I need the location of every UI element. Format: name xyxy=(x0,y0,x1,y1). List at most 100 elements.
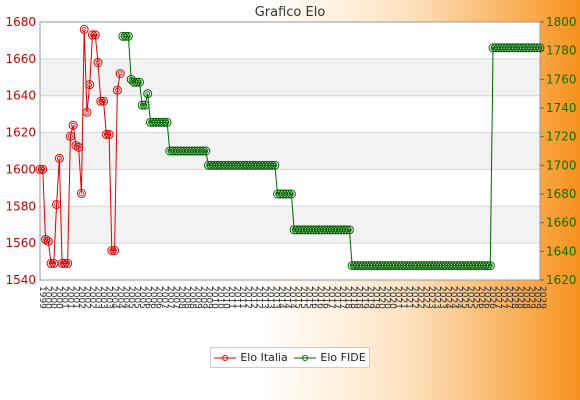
right-axis-ticks: 1620 1640 1660 1680 1700 1720 1740 1760 1780 1800 xyxy=(540,15,577,287)
x-tick-label: 2011 xyxy=(237,286,247,309)
data-point-inner xyxy=(142,102,148,108)
x-tick-label: 2022 xyxy=(409,286,419,309)
x-tick-label: 2011 xyxy=(231,286,241,309)
x-tick-label: 2011 xyxy=(226,286,236,309)
x-tick-label: 2000 xyxy=(43,286,53,309)
data-point xyxy=(52,199,62,209)
data-point xyxy=(57,258,67,268)
left-tick-label: 1580 xyxy=(5,199,36,213)
chart-title: Grafico Elo xyxy=(255,5,326,20)
x-tick-label: 2016 xyxy=(309,286,319,309)
x-tick-label: 2009 xyxy=(204,286,214,309)
data-point-inner xyxy=(106,132,112,137)
x-tick-label: 2020 xyxy=(387,286,397,309)
data-point xyxy=(110,246,120,256)
data-point-inner xyxy=(537,45,543,51)
x-tick-label: 2017 xyxy=(326,286,336,309)
left-tick-label: 1660 xyxy=(5,52,36,66)
x-tick-label: 2026 xyxy=(476,286,486,309)
data-point xyxy=(65,131,75,141)
left-axis-ticks: 1540 1560 1580 1600 1620 1640 1660 1680 xyxy=(5,15,36,287)
legend-swatch-fide xyxy=(294,354,317,361)
data-point xyxy=(157,117,167,127)
x-tick-label: 2004 xyxy=(109,286,119,309)
data-point-inner xyxy=(56,155,62,161)
x-tick-label: 2000 xyxy=(48,286,58,309)
x-tick-label: 2023 xyxy=(431,286,441,309)
data-point xyxy=(112,85,122,95)
right-tick-label: 1800 xyxy=(546,15,577,29)
x-tick-label: 2003 xyxy=(93,286,103,309)
data-point xyxy=(60,258,70,268)
legend-label-italia: Elo Italia xyxy=(240,351,288,364)
data-point-inner xyxy=(54,202,59,207)
data-point xyxy=(140,100,150,110)
x-tick-label: 2022 xyxy=(420,286,430,309)
x-tick-label: 2010 xyxy=(220,286,230,309)
data-point-inner xyxy=(65,261,71,266)
data-point-inner xyxy=(161,119,167,125)
data-point xyxy=(264,160,274,170)
x-tick-label: 2009 xyxy=(193,286,203,309)
x-tick-label: 2017 xyxy=(331,286,341,309)
data-point-inner xyxy=(70,122,76,128)
x-tick-label: 1999 xyxy=(37,286,47,309)
data-point-inner xyxy=(48,261,54,266)
right-tick-label: 1760 xyxy=(546,72,577,86)
data-point xyxy=(54,153,64,163)
x-tick-label: 2013 xyxy=(270,286,280,309)
x-tick-label: 2021 xyxy=(398,286,408,309)
x-tick-label: 2018 xyxy=(348,286,358,309)
data-point xyxy=(483,261,493,271)
data-point xyxy=(339,225,349,235)
x-tick-label: 2016 xyxy=(315,286,325,309)
x-tick-label: 2007 xyxy=(159,286,169,309)
x-tick-label: 2002 xyxy=(87,286,97,309)
data-point xyxy=(195,146,205,156)
data-point-inner xyxy=(125,33,131,39)
x-tick-label: 2008 xyxy=(187,286,197,309)
data-point-inner xyxy=(40,167,46,172)
x-tick-label: 2004 xyxy=(120,286,130,309)
data-point xyxy=(485,261,495,271)
legend-item-italia[interactable]: Elo Italia xyxy=(214,351,288,364)
x-tick-label: 2027 xyxy=(498,286,508,309)
x-tick-label: 2024 xyxy=(448,286,458,309)
data-point xyxy=(129,77,139,87)
right-tick-label: 1680 xyxy=(546,187,577,201)
plot-border xyxy=(39,21,541,281)
x-tick-label: 2006 xyxy=(154,286,164,309)
x-tick-label: 2026 xyxy=(481,286,491,309)
x-tick-label: 2029 xyxy=(537,286,547,309)
data-point-inner xyxy=(534,45,540,51)
right-tick-label: 1640 xyxy=(546,244,577,258)
data-point xyxy=(107,246,117,256)
plot-band xyxy=(40,58,540,96)
data-point xyxy=(87,30,97,40)
data-point xyxy=(85,80,95,90)
x-tick-label: 2028 xyxy=(509,286,519,309)
data-point-inner xyxy=(288,191,294,197)
x-tick-label: 2008 xyxy=(181,286,191,309)
x-tick-label: 2007 xyxy=(165,286,175,309)
legend-item-fide[interactable]: Elo FIDE xyxy=(294,351,366,364)
data-point-inner xyxy=(45,238,51,244)
x-tick-label: 2006 xyxy=(148,286,158,309)
data-point xyxy=(121,31,131,41)
data-point-inner xyxy=(487,263,493,269)
data-point-inner xyxy=(137,79,142,85)
data-point xyxy=(74,142,84,152)
data-point xyxy=(38,164,48,174)
data-point xyxy=(270,160,280,170)
x-tick-label: 2022 xyxy=(415,286,425,309)
data-point xyxy=(118,31,128,41)
x-tick-label: 2005 xyxy=(137,286,147,309)
right-tick-label: 1620 xyxy=(546,273,577,287)
data-point-inner xyxy=(272,162,278,168)
legend-swatch-italia xyxy=(214,354,237,361)
x-tick-label: 2005 xyxy=(126,286,136,309)
x-tick-label: 2003 xyxy=(104,286,114,309)
data-point xyxy=(35,164,45,174)
data-point-inner xyxy=(109,248,115,253)
